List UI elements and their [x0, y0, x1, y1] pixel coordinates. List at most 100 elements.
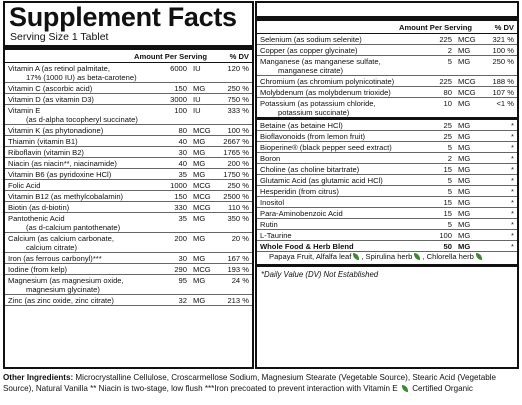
nutrient-name: Calcium (as calcium carbonate, calcium ci… — [8, 234, 153, 252]
nutrient-amount: 35 — [178, 170, 187, 179]
nutrient-label: Zinc (as zinc oxide, zinc citrate) — [8, 296, 114, 305]
nutrient-source: calcium citrate) — [26, 243, 78, 252]
column-header: Amount Per Serving % DV — [257, 21, 517, 34]
nutrient-row: Pantothenic Acid (as d-calcium pantothena… — [5, 213, 252, 233]
nutrient-amount: 10 — [443, 99, 452, 108]
nutrient-dv: 1765 % — [223, 148, 249, 157]
nutrient-amount: 2 — [447, 46, 452, 55]
nutrient-label: Copper (as copper glycinate) — [260, 46, 358, 55]
nutrient-label: Bioperine® (black pepper seed extract) — [260, 143, 392, 152]
nutrient-unit: MG — [193, 170, 206, 179]
nutrient-row: Potassium (as potassium chloride, potassi… — [257, 98, 517, 120]
nutrient-row: Boron 2 MG * — [257, 153, 517, 164]
nutrient-amount: 290 — [174, 265, 187, 274]
nutrient-label: Manganese (as manganese sulfate, — [260, 57, 381, 66]
nutrient-label: Chromium (as chromium polynicotinate) — [260, 77, 395, 86]
nutrient-amount: 95 — [178, 276, 187, 285]
nutrient-dv: 193 % — [227, 265, 249, 274]
nutrient-name: Boron — [260, 154, 418, 163]
nutrient-row: Copper (as copper glycinate) 2 MG 100 % — [257, 45, 517, 56]
nutrient-label: Pantothenic Acid — [8, 214, 65, 223]
nutrient-name: Riboflavin (vitamin B2) — [8, 148, 153, 157]
nutrient-amount: 32 — [178, 296, 187, 305]
nutrient-row: Niacin (as niacin**, niacinamide) 40 MG 200… — [5, 158, 252, 169]
nutrient-label: Molybdenum (as molybdenum trioxide) — [260, 88, 391, 97]
nutrient-dv: * — [511, 132, 514, 141]
nutrient-unit: MG — [458, 165, 471, 174]
nutrient-name: Thiamin (vitamin B1) — [8, 137, 153, 146]
nutrient-row: Inositol 15 MG * — [257, 197, 517, 208]
nutrient-row: Manganese (as manganese sulfate, manganes… — [257, 56, 517, 76]
nutrient-dv: 350 % — [227, 214, 249, 223]
nutrient-amount: 200 — [174, 234, 187, 243]
nutrient-row: Glutamic Acid (as glutamic acid HCl) 5 MG * — [257, 175, 517, 186]
nutrient-row: Magnesium (as magnesium oxide, magnesium … — [5, 275, 252, 295]
nutrient-unit: MCG — [193, 265, 211, 274]
nutrient-name: Potassium (as potassium chloride, potassi… — [260, 99, 418, 117]
nutrient-name: Hesperidin (from citrus) — [260, 187, 418, 196]
nutrient-dv: 100 % — [492, 46, 514, 55]
nutrient-dv: 188 % — [492, 77, 514, 86]
nutrient-name: Bioflavonoids (from lemon fruit) — [260, 132, 418, 141]
nutrient-dv: 167 % — [227, 254, 249, 263]
nutrient-label: Bioflavonoids (from lemon fruit) — [260, 132, 366, 141]
nutrient-name: Biotin (as d-biotin) — [8, 203, 153, 212]
nutrient-name: Vitamin B6 (as pyridoxine HCl) — [8, 170, 153, 179]
blend-item: , Spirulina herb — [361, 252, 413, 261]
nutrient-label: Vitamin B6 (as pyridoxine HCl) — [8, 170, 112, 179]
nutrient-label: Thiamin (vitamin B1) — [8, 137, 78, 146]
nutrient-label: Iron (as ferrous carbonyl)*** — [8, 254, 102, 263]
nutrient-unit: MCG — [193, 192, 211, 201]
nutrient-dv: 333 % — [227, 106, 249, 115]
nutrient-dv: * — [511, 231, 514, 240]
nutrient-unit: MG — [458, 143, 471, 152]
nutrient-amount: 330 — [174, 203, 187, 212]
nutrient-unit: MG — [458, 121, 471, 130]
nutrient-name: Pantothenic Acid (as d-calcium pantothena… — [8, 214, 153, 232]
nutrient-amount: 35 — [178, 214, 187, 223]
nutrient-name: Para-Aminobenzoic Acid — [260, 209, 418, 218]
nutrient-row: Choline (as choline bitartrate) 15 MG * — [257, 164, 517, 175]
nutrient-unit: MG — [193, 159, 206, 168]
nutrient-source: 17% (1000 IU) as beta-carotene) — [26, 73, 137, 82]
blend-item: Papaya Fruit, Alfalfa leaf — [269, 252, 352, 261]
nutrient-label: L-Taurine — [260, 231, 292, 240]
nutrient-label: Riboflavin (vitamin B2) — [8, 148, 84, 157]
nutrient-name: Betaine (as betaine HCl) — [260, 121, 418, 130]
nutrient-amount: 5 — [447, 57, 452, 66]
nutrient-unit: IU — [193, 106, 201, 115]
other-ingredients: Other Ingredients: Microcrystalline Cell… — [3, 373, 519, 394]
nutrient-label: Rutin — [260, 220, 278, 229]
nutrient-label: Selenium (as sodium selenite) — [260, 35, 362, 44]
nutrient-amount: 3000 — [170, 95, 187, 104]
nutrient-row: Molybdenum (as molybdenum trioxide) 80 MCG… — [257, 87, 517, 98]
nutrient-dv: * — [511, 143, 514, 152]
nutrient-amount: 1000 — [170, 181, 187, 190]
nutrient-row: Vitamin B12 (as methylcobalamin) 150 MCG 25… — [5, 191, 252, 202]
nutrient-amount: 225 — [439, 35, 452, 44]
blend-unit: MG — [458, 242, 471, 251]
nutrient-name: Iron (as ferrous carbonyl)*** — [8, 254, 153, 263]
nutrient-row: L-Taurine 100 MG * — [257, 230, 517, 241]
nutrient-amount: 40 — [178, 137, 187, 146]
divider-thick — [5, 45, 252, 50]
nutrient-name: Chromium (as chromium polynicotinate) — [260, 77, 418, 86]
nutrient-dv: 250 % — [492, 57, 514, 66]
serving-size: Serving Size 1 Tablet — [10, 31, 109, 43]
nutrient-label: Choline (as choline bitartrate) — [260, 165, 360, 174]
nutrient-label: Hesperidin (from citrus) — [260, 187, 339, 196]
nutrient-unit: MG — [458, 99, 471, 108]
nutrient-label: Vitamin E — [8, 106, 41, 115]
nutrient-row: Bioperine® (black pepper seed extract) 5 M… — [257, 142, 517, 153]
nutrient-amount: 5 — [447, 187, 452, 196]
divider-thick — [257, 3, 517, 21]
nutrient-dv: 120 % — [227, 64, 249, 73]
nutrient-unit: MCG — [193, 203, 211, 212]
nutrient-name: Magnesium (as magnesium oxide, magnesium … — [8, 276, 153, 294]
nutrient-unit: MCG — [193, 181, 211, 190]
nutrient-source: potassium succinate) — [278, 108, 350, 117]
nutrient-name: Manganese (as manganese sulfate, manganes… — [260, 57, 418, 75]
blend-name: Whole Food & Herb Blend — [260, 242, 354, 251]
nutrient-name: Bioperine® (black pepper seed extract) — [260, 143, 418, 152]
nutrient-label: Potassium (as potassium chloride, — [260, 99, 376, 108]
